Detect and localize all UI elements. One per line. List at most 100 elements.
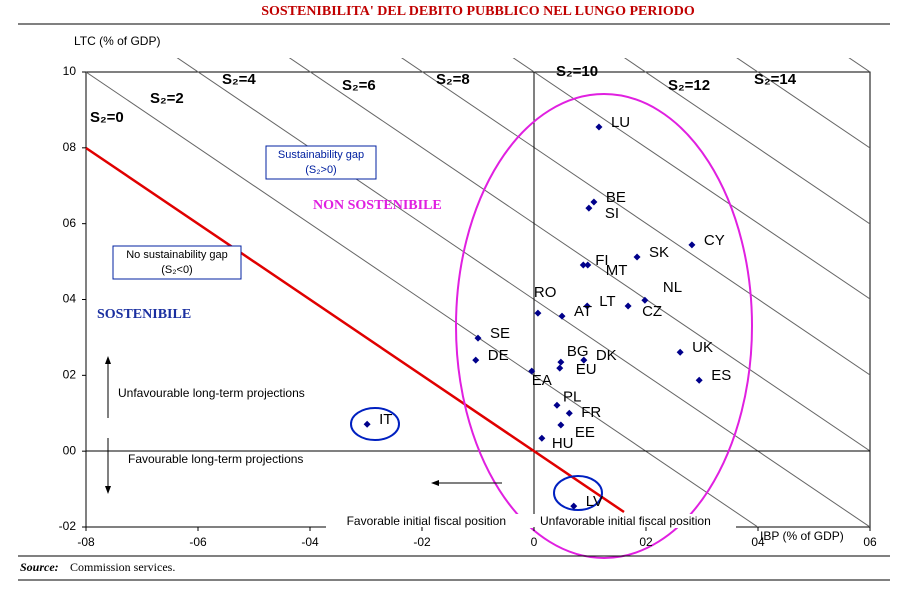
point: [688, 241, 696, 249]
y-axis-label: LTC (% of GDP): [74, 34, 160, 48]
point-label: DK: [596, 347, 617, 364]
s2-line: [401, 58, 870, 376]
s2-line: [512, 58, 870, 300]
s2-label: S₂=14: [754, 71, 797, 88]
point: [676, 348, 684, 356]
annotation: (S₂>0): [305, 164, 336, 176]
point-label: LU: [611, 114, 630, 131]
cluster-ellipse: [455, 93, 753, 559]
point-label: PL: [563, 388, 581, 405]
x-tick-label: -06: [189, 535, 207, 549]
x-axis-label: IBP (% of GDP): [760, 529, 844, 543]
s2-label: S₂=6: [342, 77, 376, 94]
point-label: CZ: [642, 303, 662, 320]
point-label: UK: [692, 339, 713, 356]
x-tick-label: 06: [863, 535, 877, 549]
highlight-ellipse: [553, 475, 603, 511]
point: [595, 123, 603, 131]
y-tick-label: 00: [63, 443, 77, 457]
point: [624, 302, 632, 310]
point: [579, 261, 587, 269]
s2-label: S₂=12: [668, 77, 710, 94]
point-label: SI: [605, 205, 619, 222]
point-label: AT: [574, 303, 592, 320]
point-label: BG: [567, 343, 589, 360]
annotation: No sustainability gap: [126, 249, 228, 261]
annotation-box: [265, 145, 377, 180]
point-label: SK: [649, 244, 669, 261]
point: [590, 198, 598, 206]
point-label: SE: [490, 325, 510, 342]
s2-line: [736, 58, 870, 149]
annotation: Favorable initial fiscal position: [347, 514, 506, 528]
point: [474, 334, 482, 342]
point-label: LV: [586, 493, 603, 510]
s2-label: S₂=8: [436, 71, 470, 88]
point-label: EU: [576, 361, 597, 378]
x-tick-label: -08: [77, 535, 95, 549]
point-label: DE: [488, 347, 509, 364]
point: [557, 358, 565, 366]
annotation: Favourable long-term projections: [128, 452, 303, 466]
point-label: IT: [379, 411, 392, 428]
x-tick-label: -02: [413, 535, 431, 549]
y-tick-label: 02: [63, 368, 77, 382]
point: [553, 401, 561, 409]
s2-label: S₂=2: [150, 90, 184, 107]
y-tick-label: -02: [59, 519, 77, 533]
point: [558, 312, 566, 320]
annotation: (S₂<0): [161, 264, 192, 276]
annotation: Unfavourable long-term projections: [118, 386, 305, 400]
y-tick-label: 10: [63, 64, 77, 78]
source-label: Source:: [20, 560, 59, 574]
source-text: Commission services.: [70, 560, 175, 574]
x-tick-label: -04: [301, 535, 319, 549]
annotation: NON SOSTENIBILE: [313, 198, 442, 213]
annotation: Sustainability gap: [278, 149, 364, 161]
point: [565, 409, 573, 417]
point-label: FR: [581, 404, 601, 421]
y-tick-label: 08: [63, 140, 77, 154]
x-tick-label: 04: [751, 535, 765, 549]
point-label: EE: [575, 424, 595, 441]
annotation: SOSTENIBILE: [97, 307, 191, 322]
point-label: HU: [552, 435, 574, 452]
point: [534, 309, 542, 317]
chart-title: SOSTENIBILITA' DEL DEBITO PUBBLICO NEL L…: [261, 4, 695, 19]
point: [583, 302, 591, 310]
point-label: MT: [606, 262, 628, 279]
point-label: ES: [711, 367, 731, 384]
point: [570, 502, 578, 510]
s2-zero-line: [85, 146, 625, 514]
s2-label: S₂=0: [90, 109, 124, 126]
point: [585, 204, 593, 212]
label-bg: [326, 514, 736, 528]
point: [556, 364, 564, 372]
highlight-ellipse: [350, 407, 400, 441]
point: [363, 420, 371, 428]
s2-line: [624, 58, 870, 225]
point-label: RO: [534, 284, 557, 301]
y-tick-label: 06: [63, 216, 77, 230]
label-bg: [760, 530, 856, 544]
s2-label: S₂=10: [556, 63, 598, 80]
point: [580, 356, 588, 364]
annotation-box: [112, 245, 242, 280]
point: [695, 376, 703, 384]
point: [641, 296, 649, 304]
s2-lines: [86, 58, 870, 527]
point-label: CY: [704, 232, 725, 249]
point-label: BE: [606, 189, 626, 206]
point-label: EA: [532, 372, 552, 389]
annotation: Unfavorable initial fiscal position: [540, 514, 711, 528]
s2-label: S₂=4: [222, 71, 256, 88]
y-tick-label: 04: [63, 292, 77, 306]
point: [584, 261, 592, 269]
point-label: FI: [595, 252, 608, 269]
point: [557, 421, 565, 429]
x-tick-label: 02: [639, 535, 653, 549]
s2-line: [288, 58, 870, 452]
point: [538, 434, 546, 442]
